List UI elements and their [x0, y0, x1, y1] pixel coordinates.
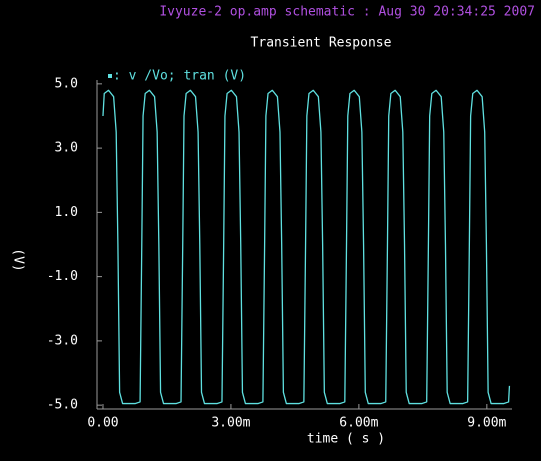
- chart-title: Transient Response: [251, 36, 392, 51]
- y-tick-label: -3.0: [47, 333, 78, 348]
- series-line: [102, 89, 511, 405]
- header: Ivyuze-2 op.amp schematic : Aug 30 20:34…: [159, 5, 535, 20]
- y-tick-label: 1.0: [55, 205, 78, 220]
- legend-label: : v /Vo; tran (V): [113, 69, 246, 84]
- x-tick-label: 6.00m: [339, 416, 378, 431]
- y-tick-label: -1.0: [47, 269, 78, 284]
- y-tick-label: 3.0: [55, 141, 78, 156]
- y-tick-label: -5.0: [47, 398, 78, 413]
- legend-marker: [108, 74, 112, 78]
- y-tick-label: 5.0: [55, 76, 78, 91]
- y-axis-label: (V): [11, 248, 26, 271]
- x-tick-label: 9.00m: [467, 416, 506, 431]
- x-tick-label: 0.00: [87, 416, 118, 431]
- x-tick-label: 3.00m: [211, 416, 250, 431]
- x-axis-label: time ( s ): [307, 432, 385, 447]
